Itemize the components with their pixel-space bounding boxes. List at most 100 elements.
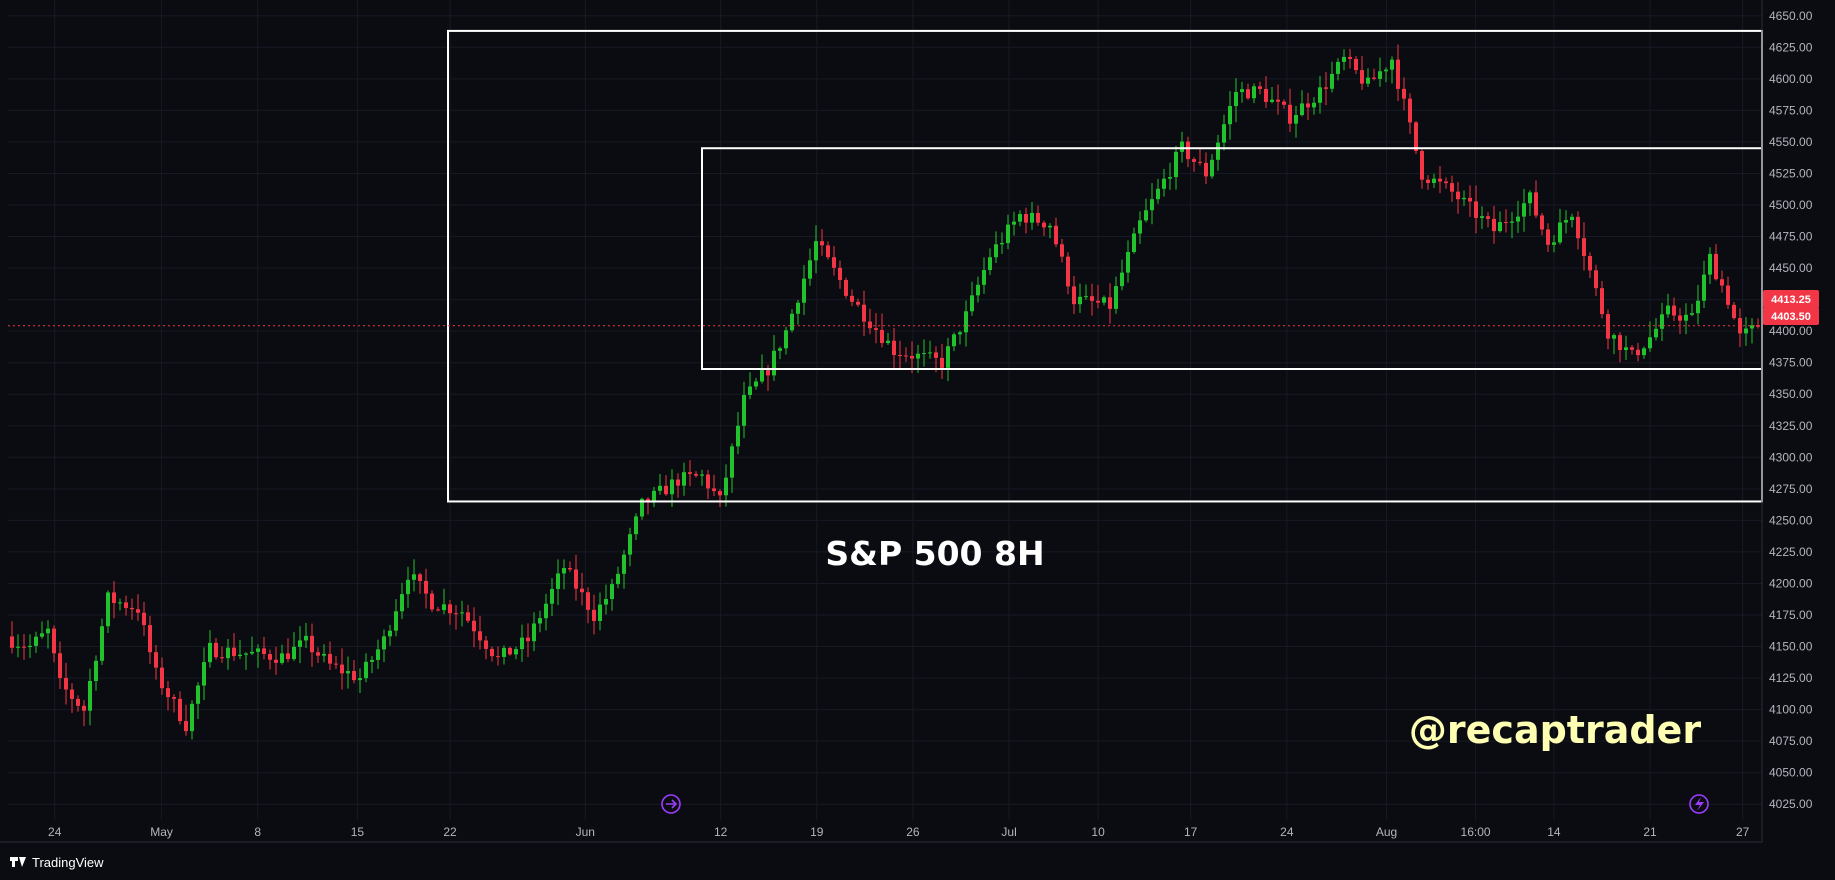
candle-body [172, 697, 176, 699]
candle-body [298, 640, 302, 647]
candle-body [208, 642, 212, 663]
x-tick-label: Aug [1376, 825, 1397, 839]
y-tick-label: 4225.00 [1769, 545, 1813, 559]
candle-body [88, 680, 92, 711]
replay-icon[interactable] [661, 794, 681, 814]
candle-body [22, 646, 26, 648]
y-tick-label: 4500.00 [1769, 198, 1813, 212]
candle-body [256, 648, 260, 652]
y-tick-label: 4400.00 [1769, 324, 1813, 338]
candle-body [1204, 162, 1208, 177]
candle-body [196, 685, 200, 704]
candle-body [1084, 296, 1088, 298]
candle-body [1564, 220, 1568, 223]
y-tick-label: 4275.00 [1769, 482, 1813, 496]
candle-body [1672, 305, 1676, 316]
x-tick-label: 26 [906, 825, 920, 839]
candle-body [730, 446, 734, 478]
candle-body [334, 663, 338, 665]
candle-body [1630, 347, 1634, 350]
candle-body [1132, 233, 1136, 253]
tradingview-logo-icon[interactable] [10, 857, 26, 867]
candle-body [292, 646, 296, 660]
x-tick-label: 27 [1736, 825, 1750, 839]
candle-body [862, 304, 866, 322]
x-tick-label: 22 [443, 825, 457, 839]
candle-body [1414, 122, 1418, 152]
candle-body [118, 602, 122, 604]
candle-body [1450, 183, 1454, 192]
candle-body [802, 278, 806, 303]
candle-body [1318, 87, 1322, 103]
candle-body [982, 270, 986, 285]
candle-body [1348, 56, 1352, 59]
candle-body [1216, 142, 1220, 160]
candle-body [1720, 279, 1724, 286]
candle-body [496, 656, 500, 658]
candle-body [94, 660, 98, 681]
candle-body [1390, 59, 1394, 70]
y-tick-label: 4325.00 [1769, 419, 1813, 433]
candle-body [1282, 101, 1286, 105]
candle-body [28, 645, 32, 648]
candle-body [1732, 304, 1736, 319]
candle-body [796, 302, 800, 314]
candle-body [1714, 253, 1718, 280]
candle-body [1048, 225, 1052, 228]
candle-body [1234, 92, 1238, 107]
candle-body [910, 355, 914, 359]
y-tick-label: 4600.00 [1769, 72, 1813, 86]
x-tick-label: 24 [48, 825, 62, 839]
candle-body [1162, 178, 1166, 189]
candle-body [1060, 244, 1064, 257]
candle-body [1588, 256, 1592, 271]
candle-body [490, 648, 494, 657]
candle-body [580, 588, 584, 593]
candle-body [766, 370, 770, 376]
time-axis[interactable]: 24 May 8 15 22 Jun 12 19 26 Jul 10 17 24 Aug 16:00 14 21… [48, 825, 1750, 839]
candle-body [148, 625, 152, 653]
price-axis[interactable]: 4025.00 4050.00 4075.00 4100.00 4125.00 4150.… [0, 0, 1813, 843]
y-tick-label: 4100.00 [1769, 703, 1813, 717]
candle-body [1510, 221, 1514, 223]
candle-body [880, 329, 884, 344]
candle-body [1606, 314, 1610, 339]
candle-body [82, 705, 86, 711]
candle-body [574, 569, 578, 589]
x-tick-label: 10 [1091, 825, 1105, 839]
candle-body [1726, 285, 1730, 305]
candle-body [784, 330, 788, 349]
candle-body [718, 491, 722, 496]
candle-body [682, 472, 686, 486]
candle-body [1534, 192, 1538, 216]
candle-body [844, 280, 848, 296]
brand-text[interactable]: TradingView [32, 855, 104, 870]
watermark-text: @recaptrader [1409, 708, 1701, 752]
candle-body [1462, 197, 1466, 200]
lightning-icon[interactable] [1689, 794, 1709, 814]
candle-body [1306, 103, 1310, 108]
candle-body [502, 647, 506, 657]
candle-body [1270, 99, 1274, 102]
candle-body [1018, 214, 1022, 222]
candle-body [544, 603, 548, 619]
candle-body [442, 604, 446, 611]
candle-body [1252, 86, 1256, 99]
candle-body [868, 321, 872, 329]
candle-body [472, 620, 476, 632]
candle-body [886, 340, 890, 344]
x-tick-label: 16:00 [1461, 825, 1491, 839]
candle-body [220, 657, 224, 659]
candle-body [322, 653, 326, 656]
candle-body [286, 653, 290, 660]
candle-body [106, 592, 110, 627]
candle-body [1090, 296, 1094, 301]
candle-body [454, 613, 458, 615]
candle-body [1156, 188, 1160, 200]
candle-body [280, 653, 284, 663]
candle-body [412, 574, 416, 580]
candle-body [694, 473, 698, 476]
candle-body [178, 698, 182, 722]
candle-body [634, 516, 638, 535]
